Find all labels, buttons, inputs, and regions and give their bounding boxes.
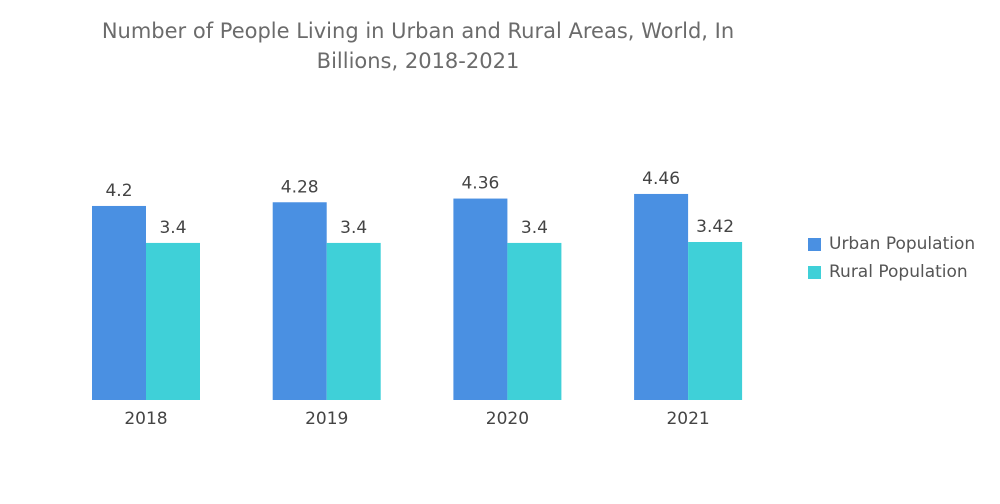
x-tick-label-2021: 2021 bbox=[666, 409, 709, 429]
legend-swatch-urban bbox=[808, 237, 821, 251]
data-label-urban-2020: 4.36 bbox=[461, 174, 499, 194]
data-label-rural-2021: 3.42 bbox=[696, 217, 734, 237]
bar-urban-2018 bbox=[92, 205, 146, 400]
legend-label-urban: Urban Population bbox=[829, 234, 976, 254]
data-label-rural-2019: 3.4 bbox=[340, 218, 367, 238]
data-label-urban-2019: 4.28 bbox=[281, 177, 319, 197]
bar-urban-2019 bbox=[272, 202, 327, 400]
data-label-rural-2018: 3.4 bbox=[159, 218, 186, 238]
x-tick-label-2019: 2019 bbox=[305, 409, 348, 429]
legend-swatch-rural bbox=[808, 265, 821, 279]
legend-label-rural: Rural Population bbox=[829, 262, 968, 282]
bar-rural-2021 bbox=[688, 241, 743, 400]
bar-rural-2018 bbox=[146, 242, 200, 400]
chart-title-line-2: Billions, 2018-2021 bbox=[316, 49, 520, 73]
x-tick-label-2018: 2018 bbox=[124, 409, 167, 429]
bar-urban-2020 bbox=[453, 198, 508, 400]
legend: Urban Population Rural Population bbox=[808, 230, 975, 286]
chart-title-line-1: Number of People Living in Urban and Rur… bbox=[101, 19, 735, 43]
legend-item-rural: Rural Population bbox=[808, 258, 975, 286]
bar-rural-2020 bbox=[507, 242, 562, 400]
chart-title: Number of People Living in Urban and Rur… bbox=[60, 16, 776, 76]
data-label-urban-2018: 4.2 bbox=[105, 181, 132, 201]
x-tick-label-2020: 2020 bbox=[486, 409, 529, 429]
bar-rural-2019 bbox=[326, 242, 381, 400]
bar-urban-2021 bbox=[634, 193, 689, 400]
legend-item-urban: Urban Population bbox=[808, 230, 975, 258]
data-label-urban-2021: 4.46 bbox=[642, 169, 680, 189]
data-label-rural-2020: 3.4 bbox=[521, 218, 548, 238]
